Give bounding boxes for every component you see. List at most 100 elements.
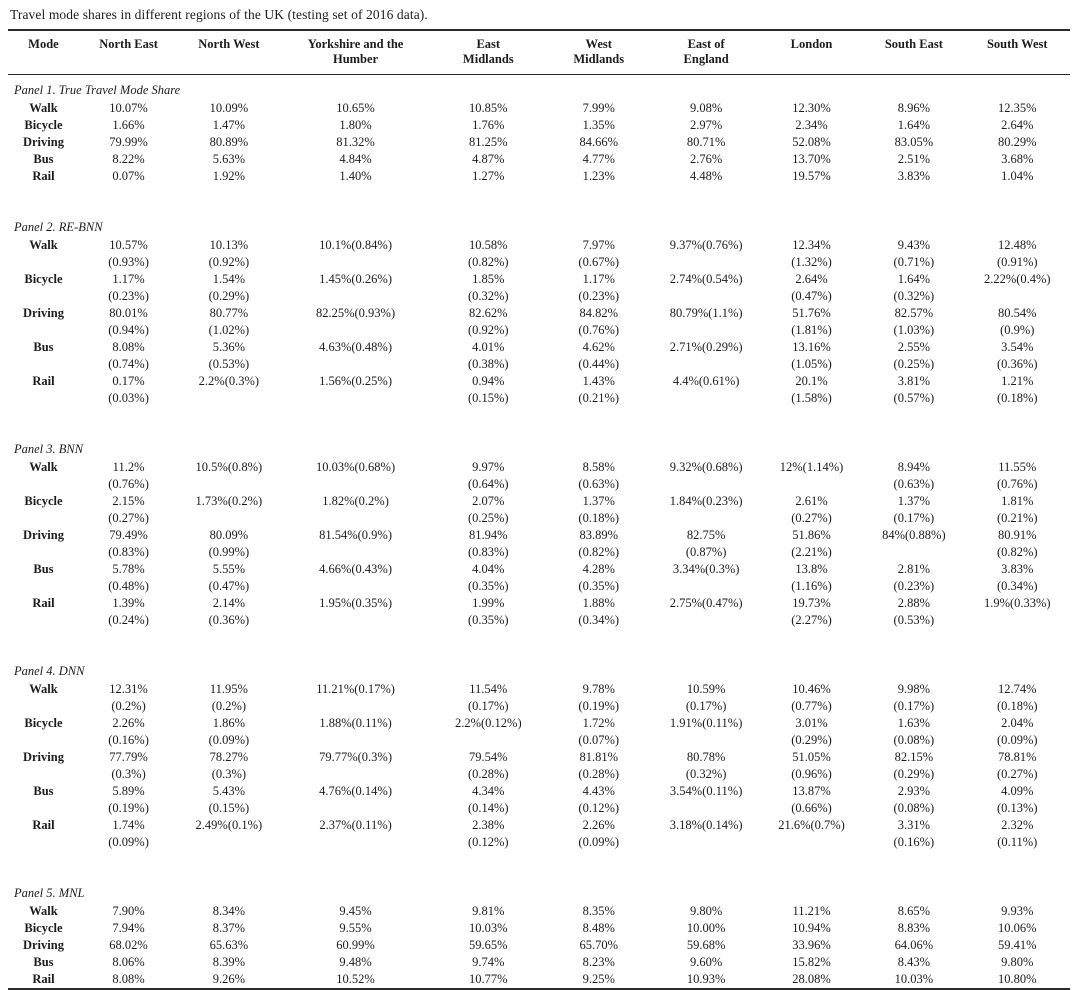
value-cell-south-west: 2.32% (0.11%) [965, 817, 1070, 851]
value-cell-yorkshire-humber: 4.84% [280, 151, 432, 168]
value-cell-south-east: 2.81% (0.23%) [863, 561, 964, 595]
value-line: 80.54% [997, 306, 1037, 320]
value-cell-east-midlands: 4.34% (0.14%) [432, 783, 545, 817]
table-row-bicycle: Bicycle 2.15% (0.27%) 1.73%(0.2%) 1.82%(0.2%… [8, 493, 1070, 527]
value-line: 84.82% [579, 306, 618, 320]
value-cell-east-england: 2.97% [652, 117, 759, 134]
value-line: 12.31% [109, 682, 148, 696]
value-cell-east-midlands: 9.81% [432, 903, 545, 920]
value-cell-south-west: 12.74% (0.18%) [965, 681, 1070, 715]
value-line: 2.81% [897, 562, 931, 576]
value-line: 13.87% [792, 784, 831, 798]
value-line: 1.43% [582, 374, 615, 388]
value-cell-south-east: 1.37% (0.17%) [863, 493, 964, 527]
value-cell-west-midlands: 8.58% (0.63%) [545, 459, 652, 493]
value-cell-london: 2.64% (0.47%) [760, 271, 863, 305]
value-cell-yorkshire-humber: 1.45%(0.26%) [280, 271, 432, 305]
value-cell-south-west: 10.06% [965, 920, 1070, 937]
value-cell-east-midlands: 1.27% [432, 168, 545, 185]
panel-label: Panel 2. RE-BNN [14, 220, 103, 234]
value-cell-north-west: 10.5%(0.8%) [178, 459, 279, 493]
value-cell-south-east: 1.64% [863, 117, 964, 134]
value-cell-north-east: 0.07% [79, 168, 178, 185]
value-line: (0.77%) [791, 699, 832, 713]
table-row-driving: Driving 80.01% (0.94%) 80.77% (1.02%) 82.25%(… [8, 305, 1070, 339]
value-cell-east-england: 3.34%(0.3%) [652, 561, 759, 595]
value-line: 8.83% [897, 921, 931, 935]
value-cell-east-england: 1.91%(0.11%) [652, 715, 759, 749]
value-cell-london: 51.05% (0.96%) [760, 749, 863, 783]
value-line: (0.09%) [996, 733, 1038, 747]
mode-label: Bicycle [24, 118, 63, 132]
table-row-bus: Bus 8.08% (0.74%) 5.36% (0.53%) 4.63%(0.48%) 4… [8, 339, 1070, 373]
mode-label: Driving [22, 135, 64, 149]
value-cell-east-midlands: 2.38% (0.12%) [432, 817, 545, 851]
value-cell-london: 19.73% (2.27%) [760, 595, 863, 629]
value-line: (0.18%) [578, 511, 620, 525]
value-line: (0.12%) [578, 801, 620, 815]
mode-label: Driving [22, 750, 64, 764]
value-line: (0.08%) [893, 801, 935, 815]
value-line: 4.34% [472, 784, 505, 798]
value-line: 11.21% [792, 904, 831, 918]
value-line: (0.76%) [578, 323, 620, 337]
value-line: (0.17%) [893, 699, 935, 713]
value-cell-london: 10.94% [760, 920, 863, 937]
value-line: (1.02%) [208, 323, 250, 337]
value-line: (0.16%) [108, 733, 149, 747]
value-line: 12.48% [997, 238, 1037, 252]
value-line: 13.16% [792, 340, 831, 354]
value-line: 1.39% [112, 596, 145, 610]
value-cell-south-west: 3.68% [965, 151, 1070, 168]
mode-label: Bus [33, 562, 54, 576]
value-line: 8.48% [582, 921, 615, 935]
value-cell-west-midlands: 9.25% [545, 971, 652, 989]
value-line: (0.21%) [578, 391, 620, 405]
value-line: 82.15% [894, 750, 934, 764]
panel-spacer [8, 407, 1070, 434]
value-cell-east-england: 9.32%(0.68%) [652, 459, 759, 493]
value-cell-north-west: 9.26% [178, 971, 279, 989]
value-cell-south-west: 10.80% [965, 971, 1070, 989]
panel-spacer-cell [8, 851, 1070, 878]
value-line: 3.18%(0.14%) [669, 818, 743, 832]
value-line: 1.17% [582, 272, 615, 286]
value-cell-north-west: 65.63% [178, 937, 279, 954]
column-header-south-east: South East [863, 30, 965, 75]
value-line: (0.17%) [467, 699, 509, 713]
value-cell-south-east: 64.06% [863, 937, 964, 954]
value-cell-west-midlands: 7.97% (0.67%) [545, 237, 652, 271]
value-line: (0.96%) [791, 767, 832, 781]
value-line: 28.08% [792, 972, 831, 986]
value-cell-south-west: 3.83% (0.34%) [965, 561, 1070, 595]
value-cell-north-west: 5.43% (0.15%) [178, 783, 279, 817]
value-cell-north-west: 2.2%(0.3%) [178, 373, 279, 407]
value-line: (0.27%) [108, 511, 149, 525]
value-line: 10.00% [686, 921, 726, 935]
value-cell-east-england: 80.78% (0.32%) [652, 749, 759, 783]
value-line: (0.13%) [996, 801, 1038, 815]
value-line: (0.3%) [211, 767, 247, 781]
value-cell-yorkshire-humber: 10.52% [280, 971, 432, 989]
value-line: 10.09% [209, 101, 249, 115]
value-line: 1.99% [472, 596, 505, 610]
value-cell-north-west: 8.39% [178, 954, 279, 971]
value-line: 4.48% [689, 169, 723, 183]
value-line: 8.34% [212, 904, 246, 918]
travel-mode-share-table: Mode North East North West Yorkshire and th… [8, 29, 1070, 990]
value-cell-west-midlands: 8.23% [545, 954, 652, 971]
value-cell-east-midlands: 4.01% (0.38%) [432, 339, 545, 373]
value-line: 5.36% [212, 340, 246, 354]
mode-label: Rail [32, 169, 55, 183]
value-cell-north-east: 2.26% (0.16%) [79, 715, 178, 749]
column-header-line: South West [986, 37, 1048, 51]
value-line: (0.12%) [467, 835, 509, 849]
value-line: 4.87% [472, 152, 505, 166]
value-line: 8.94% [897, 460, 931, 474]
value-line: (0.19%) [578, 699, 620, 713]
value-line: 12.34% [792, 238, 831, 252]
column-header-line: Midlands [573, 52, 625, 66]
value-line: 11.55% [998, 460, 1037, 474]
value-line: 60.99% [336, 938, 375, 952]
value-line: 10.57% [109, 238, 148, 252]
